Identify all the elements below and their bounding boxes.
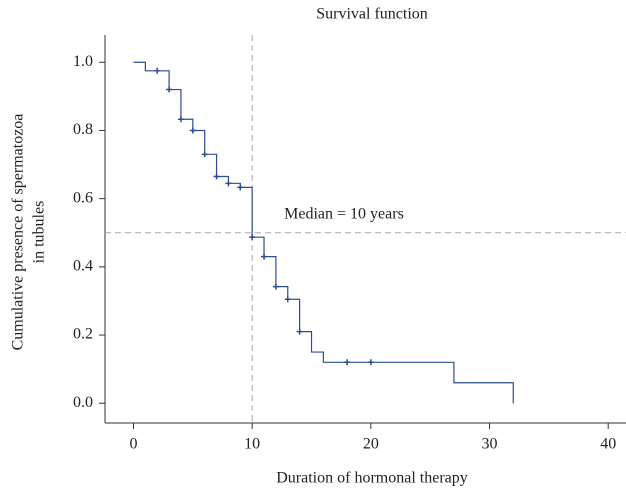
y-tick-label: 1.0 — [73, 53, 93, 70]
censor-mark — [166, 86, 173, 93]
censor-mark — [249, 234, 256, 241]
censor-mark — [225, 180, 232, 187]
x-axis-label: Duration of hormonal therapy — [276, 470, 468, 487]
y-tick-label: 0.0 — [73, 394, 93, 411]
y-tick-label: 0.4 — [73, 258, 93, 275]
chart-title: Survival function — [316, 6, 428, 23]
annotation: Median = 10 years — [284, 205, 404, 222]
censor-mark — [296, 328, 303, 335]
y-tick-label: 0.8 — [73, 121, 93, 138]
y-axis-label: Cumulative presence of spermatozoa — [10, 114, 27, 351]
censor-mark — [272, 283, 279, 290]
y-tick-label: 0.2 — [73, 326, 93, 343]
y-axis-label: in tubules — [31, 201, 48, 264]
x-tick-label: 10 — [244, 436, 260, 453]
censor-mark — [344, 359, 351, 366]
censor-mark — [213, 173, 220, 180]
censor-mark — [237, 184, 244, 191]
x-tick-label: 20 — [363, 436, 379, 453]
censor-mark — [261, 253, 268, 260]
survival-curve — [133, 61, 514, 404]
censor-mark — [367, 359, 374, 366]
x-tick-label: 30 — [482, 436, 498, 453]
y-tick-label: 0.6 — [73, 189, 93, 206]
censor-mark — [284, 296, 291, 303]
censor-mark — [154, 67, 161, 74]
x-tick-label: 0 — [129, 436, 137, 453]
censor-mark — [189, 127, 196, 134]
censor-mark — [177, 116, 184, 123]
x-tick-label: 40 — [600, 436, 616, 453]
censor-mark — [201, 151, 208, 158]
